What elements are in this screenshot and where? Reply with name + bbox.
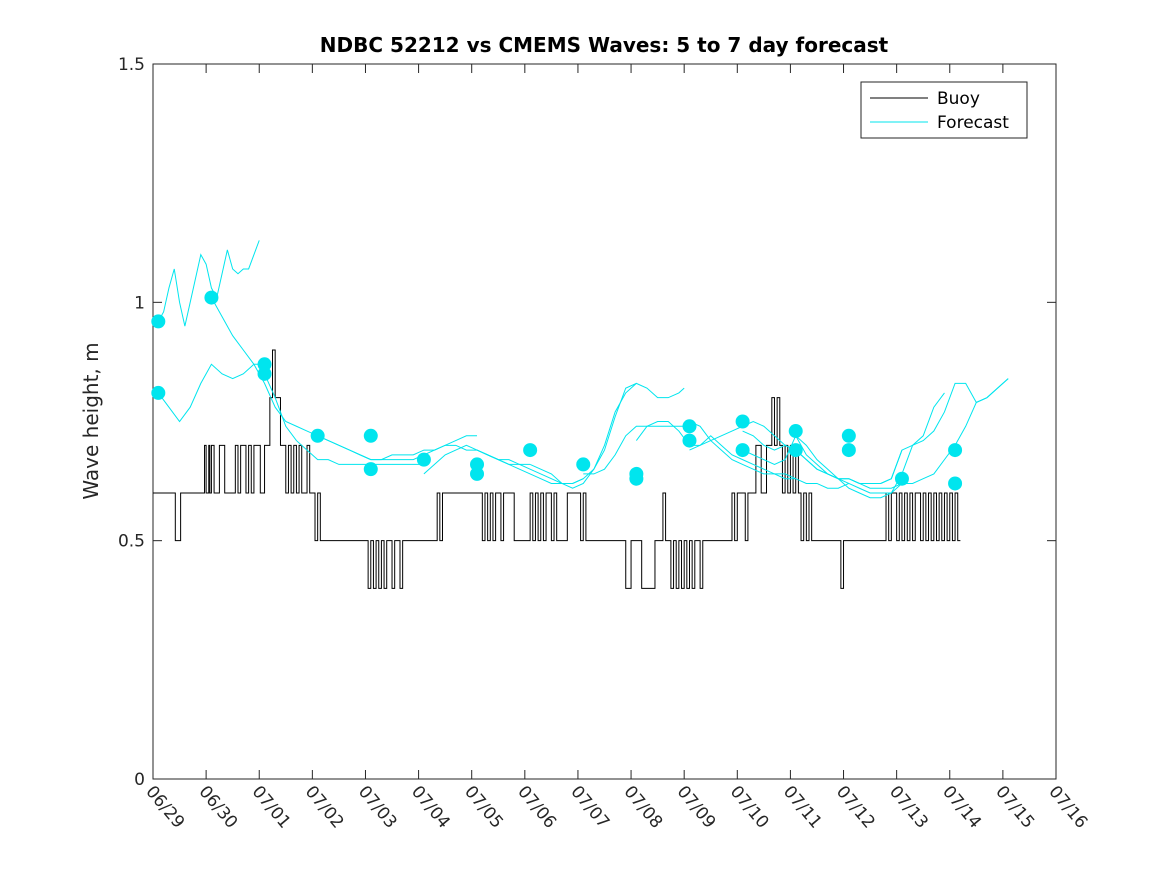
chart-title: NDBC 52212 vs CMEMS Waves: 5 to 7 day fo…	[320, 33, 889, 57]
forecast-marker	[576, 457, 590, 471]
y-tick-label: 1	[134, 293, 145, 313]
forecast-marker	[364, 429, 378, 443]
forecast-marker	[417, 453, 431, 467]
forecast-marker	[948, 443, 962, 457]
legend-label-forecast: Forecast	[937, 113, 1009, 133]
plot-area	[153, 64, 1056, 779]
forecast-marker	[736, 443, 750, 457]
forecast-marker	[204, 291, 218, 305]
forecast-marker	[311, 429, 325, 443]
forecast-marker	[682, 434, 696, 448]
chart-svg: 06/29 06/30 07/01 07/02 07/03 07/04 07/05 07/06…	[0, 0, 1167, 875]
legend: Buoy Forecast	[861, 82, 1027, 138]
y-tick-label: 1.5	[118, 55, 145, 75]
forecast-marker	[842, 429, 856, 443]
forecast-marker	[151, 314, 165, 328]
y-tick-label: 0	[134, 770, 145, 790]
forecast-marker	[629, 472, 643, 486]
forecast-marker	[789, 443, 803, 457]
forecast-marker	[258, 367, 272, 381]
forecast-marker	[151, 386, 165, 400]
forecast-marker	[948, 476, 962, 490]
y-tick-label: 0.5	[118, 532, 145, 552]
forecast-marker	[842, 443, 856, 457]
forecast-marker	[895, 472, 909, 486]
forecast-marker	[789, 424, 803, 438]
y-axis-label: Wave height, m	[79, 342, 103, 499]
forecast-marker	[736, 415, 750, 429]
chart-figure: 06/29 06/30 07/01 07/02 07/03 07/04 07/05 07/06…	[0, 0, 1167, 875]
forecast-marker	[470, 467, 484, 481]
forecast-marker	[682, 419, 696, 433]
legend-label-buoy: Buoy	[937, 89, 980, 109]
forecast-marker	[364, 462, 378, 476]
forecast-marker	[523, 443, 537, 457]
